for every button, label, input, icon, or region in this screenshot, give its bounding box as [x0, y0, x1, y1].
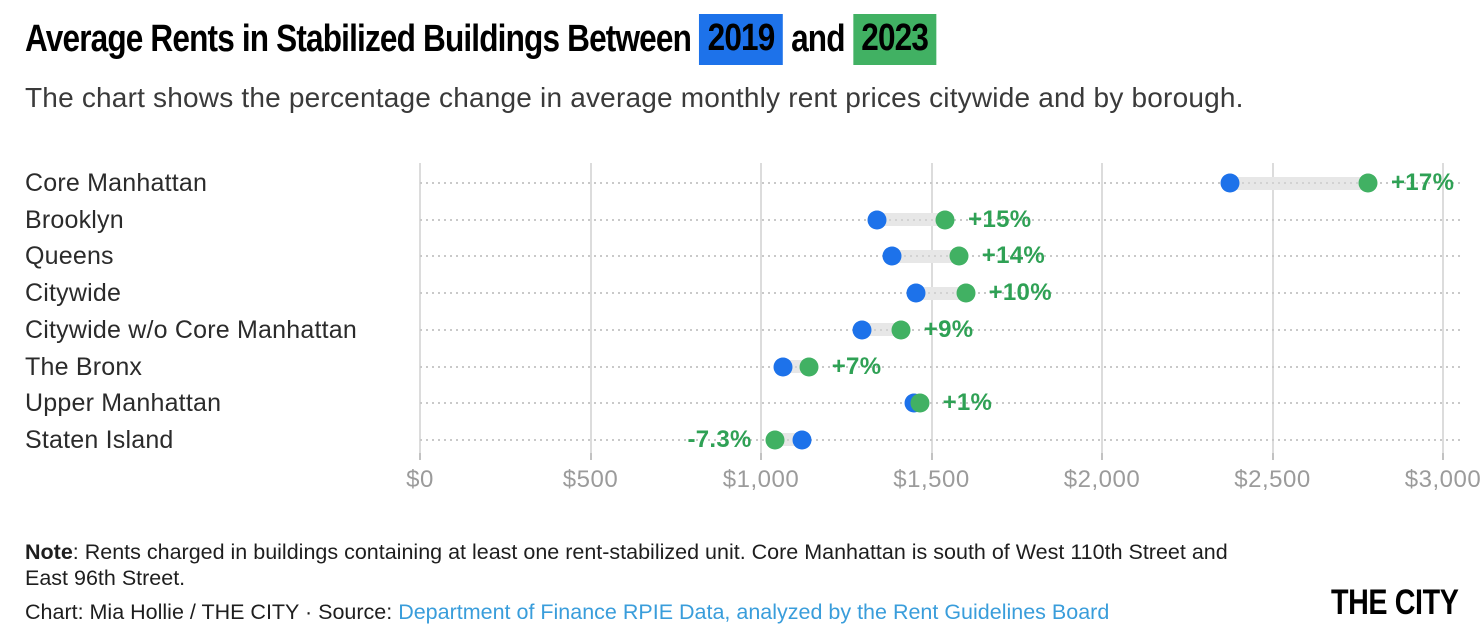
dot-2019: [867, 210, 887, 230]
connector-dotted-texture: [892, 255, 959, 258]
chart-subtitle: The chart shows the percentage change in…: [25, 82, 1244, 113]
row-dotted-gridline: [420, 438, 1460, 441]
plot-area: $0 $500 $1,000 $1,500 $2,000 $2,500 $3,000 +17%…: [406, 163, 1481, 493]
dot-2023: [935, 210, 955, 230]
vertical-gridline: [589, 163, 592, 453]
axis-tick: [1271, 453, 1274, 460]
axis-tick: [1442, 453, 1444, 460]
dumbbell-connector: [876, 213, 946, 227]
vertical-gridline: [930, 163, 933, 453]
vertical-gridline: [760, 163, 762, 453]
category-label: Citywide w/o Core Manhattan: [25, 315, 357, 344]
credit-text: Chart: Mia Hollie / THE CITY · Source:: [25, 600, 399, 624]
axis-tick: [589, 453, 592, 460]
dot-2023: [891, 320, 911, 340]
axis-tick: [419, 453, 421, 460]
source-link[interactable]: Department of Finance RPIE Data, analyze…: [398, 600, 1110, 624]
title-year-start-highlight: 2019: [699, 14, 783, 65]
change-label: -7.3%: [687, 425, 752, 453]
footnote-label: Note: [25, 540, 73, 564]
x-axis-label: $3,000: [1404, 466, 1482, 493]
category-label: Citywide: [25, 279, 122, 308]
axis-tick: [1101, 453, 1103, 460]
axis-tick: [760, 453, 762, 460]
title-conjunction: and: [791, 18, 845, 60]
change-label: +9%: [923, 315, 974, 343]
x-axis-label: $1,500: [893, 466, 970, 493]
category-label: Staten Island: [25, 425, 174, 454]
connector-dotted-texture: [1229, 182, 1368, 184]
category-label: Core Manhattan: [25, 169, 208, 197]
dot-2023: [799, 357, 819, 377]
dot-2023: [1358, 173, 1378, 193]
vertical-gridline: [419, 163, 421, 453]
row-dotted-gridline: [420, 328, 1460, 331]
footnote: Note: Rents charged in buildings contain…: [25, 539, 1275, 591]
dumbbell-connector: [892, 249, 959, 263]
connector-dotted-texture: [861, 328, 901, 331]
dumbbell-connector: [916, 286, 966, 300]
dot-2019: [906, 283, 926, 303]
title-prefix: Average Rents in Stabilized Buildings Be…: [25, 18, 692, 60]
x-axis-label: $500: [562, 466, 619, 493]
dot-2023: [910, 393, 930, 413]
category-label: The Bronx: [25, 352, 143, 381]
footnote-text: : Rents charged in buildings containing …: [25, 540, 1228, 590]
x-axis-label: $0: [406, 466, 434, 493]
category-label: Upper Manhattan: [25, 389, 222, 418]
dumbbell-connector: [861, 323, 901, 337]
axis-tick: [930, 453, 933, 460]
dot-2023: [956, 283, 976, 303]
dot-2019: [773, 357, 793, 377]
row-dotted-gridline: [420, 182, 1460, 184]
x-axis-label: $2,000: [1063, 466, 1141, 493]
change-label: +1%: [942, 389, 993, 417]
x-axis-label: $2,500: [1234, 466, 1311, 493]
dot-2019: [792, 430, 812, 450]
page-title: Average Rents in Stabilized Buildings Be…: [25, 14, 945, 65]
dumbbell-chart: Core Manhattan Brooklyn Queens Citywide City…: [0, 140, 1482, 520]
connector-dotted-texture: [916, 292, 966, 295]
dot-2023: [765, 430, 785, 450]
vertical-gridline: [1101, 163, 1103, 453]
the-city-logo: THE CITY: [1330, 583, 1459, 622]
row-dotted-gridline: [420, 365, 1460, 368]
dot-2019: [882, 246, 902, 266]
change-label: +7%: [831, 352, 882, 380]
connector-dotted-texture: [876, 218, 946, 221]
connector-dotted-texture: [783, 365, 809, 368]
row-dotted-gridline: [420, 402, 1460, 405]
dot-2023: [949, 246, 969, 266]
dumbbell-connector: [1229, 176, 1368, 190]
x-axis-label: $1,000: [722, 466, 800, 493]
change-label: +10%: [988, 279, 1052, 307]
dot-2019: [1220, 173, 1240, 193]
category-label: Brooklyn: [25, 205, 124, 234]
change-label: +17%: [1390, 169, 1455, 196]
change-label: +15%: [968, 205, 1032, 233]
vertical-gridline: [1442, 163, 1444, 453]
title-year-end-highlight: 2023: [852, 14, 937, 65]
vertical-gridline: [1271, 163, 1274, 453]
credit-line: Chart: Mia Hollie / THE CITY · Source: D…: [25, 600, 1109, 625]
category-label: Queens: [25, 242, 114, 271]
change-label: +14%: [981, 242, 1046, 270]
connector-dotted-texture: [774, 438, 802, 441]
dot-2019: [852, 320, 872, 340]
